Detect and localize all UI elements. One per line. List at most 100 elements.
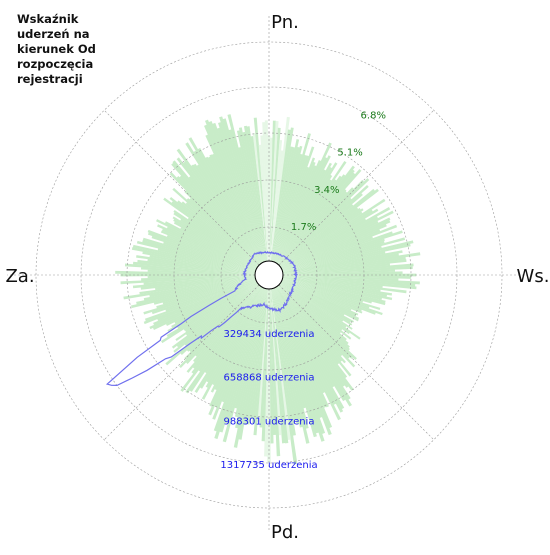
bar-143 [277, 286, 348, 379]
bar-17 [272, 154, 307, 262]
bar-248 [157, 280, 257, 322]
bar-175 [270, 288, 286, 444]
bar-145 [276, 286, 349, 388]
bar-241 [167, 281, 257, 333]
bar-118 [281, 281, 345, 316]
bar-47 [279, 197, 352, 266]
bar-50 [279, 204, 354, 267]
bar-297 [164, 221, 257, 269]
bar-69 [282, 224, 398, 271]
bar-252 [151, 279, 256, 315]
bar-27 [275, 155, 331, 263]
bar-267 [120, 275, 256, 285]
bar-202 [214, 287, 264, 408]
bar-76 [282, 245, 382, 272]
bar-196 [225, 288, 266, 424]
direction-label-south: Pd. [271, 522, 299, 543]
bar-78 [282, 243, 411, 273]
bar-265 [132, 276, 256, 289]
grid-spoke-1 [278, 110, 434, 266]
bar-207 [212, 287, 263, 386]
bar-32 [276, 174, 333, 264]
bar-120 [281, 281, 352, 323]
bar-318 [179, 175, 260, 265]
bar-261 [123, 277, 256, 300]
bar-152 [275, 287, 344, 413]
bar-296 [156, 219, 257, 269]
bar-251 [165, 279, 256, 312]
bar-326 [193, 163, 262, 264]
bar-243 [174, 281, 257, 324]
bar-289 [147, 232, 256, 271]
bar-328 [185, 142, 262, 264]
bar-203 [208, 287, 264, 416]
bar-144 [277, 286, 354, 391]
bar-306 [163, 197, 258, 267]
bar-0 [267, 135, 271, 262]
bar-149 [276, 286, 346, 402]
grid-spoke-3 [278, 284, 434, 440]
bar-310 [181, 201, 259, 267]
bar-110 [282, 279, 376, 315]
bar-147 [276, 286, 351, 400]
bar-15 [272, 153, 303, 262]
bar-287 [163, 241, 256, 272]
bar-319 [171, 162, 260, 265]
bar-138 [278, 285, 343, 357]
bar-341 [217, 127, 265, 262]
bar-323 [182, 161, 261, 264]
bar-313 [186, 198, 259, 266]
bar-174 [270, 288, 289, 444]
bar-338 [204, 119, 264, 263]
bar-53 [280, 207, 359, 267]
bar-295 [166, 226, 257, 270]
bar-356 [258, 144, 269, 262]
bar-150 [275, 287, 335, 388]
bar-231 [173, 283, 259, 353]
bar-208 [201, 287, 263, 400]
bar-116 [281, 281, 360, 320]
bar-294 [157, 224, 257, 270]
bar-68 [281, 229, 381, 270]
bar-164 [272, 288, 317, 438]
bar-112 [281, 280, 363, 314]
bar-347 [238, 147, 266, 262]
bar-219 [192, 285, 261, 369]
percent-ring-label-0: 1.7% [291, 222, 316, 233]
grid-layer [7, 15, 529, 530]
bar-268 [141, 275, 256, 281]
bar-137 [278, 285, 356, 368]
bar-332 [205, 156, 263, 263]
bar-46 [278, 178, 370, 266]
count-ring-label-0: 329434 uderzenia [224, 329, 315, 340]
bar-31 [276, 162, 338, 264]
bar-309 [177, 200, 259, 267]
bar-197 [219, 288, 266, 433]
bar-301 [172, 216, 258, 268]
bar-141 [277, 285, 352, 377]
bar-300 [173, 219, 257, 269]
bar-353 [250, 136, 268, 262]
bar-312 [172, 187, 259, 266]
direction-label-west: Za. [5, 266, 34, 287]
bar-236 [185, 282, 258, 333]
bar-352 [246, 126, 268, 262]
direction-label-east: Ws. [517, 266, 550, 287]
bar-330 [188, 137, 263, 263]
bar-43 [278, 191, 348, 265]
bar-226 [189, 284, 260, 353]
bar-314 [189, 197, 260, 266]
bar-49 [279, 193, 363, 266]
bar-139 [278, 285, 346, 364]
bar-160 [273, 288, 323, 418]
bar-343 [219, 116, 266, 262]
bar-293 [161, 228, 257, 270]
bar-350 [242, 131, 267, 262]
bar-270 [120, 273, 256, 277]
bar-26 [275, 157, 328, 263]
bar-290 [147, 229, 256, 271]
bar-180 [267, 288, 271, 463]
bar-259 [143, 277, 256, 301]
bar-246 [149, 280, 257, 330]
bar-80 [282, 250, 403, 273]
